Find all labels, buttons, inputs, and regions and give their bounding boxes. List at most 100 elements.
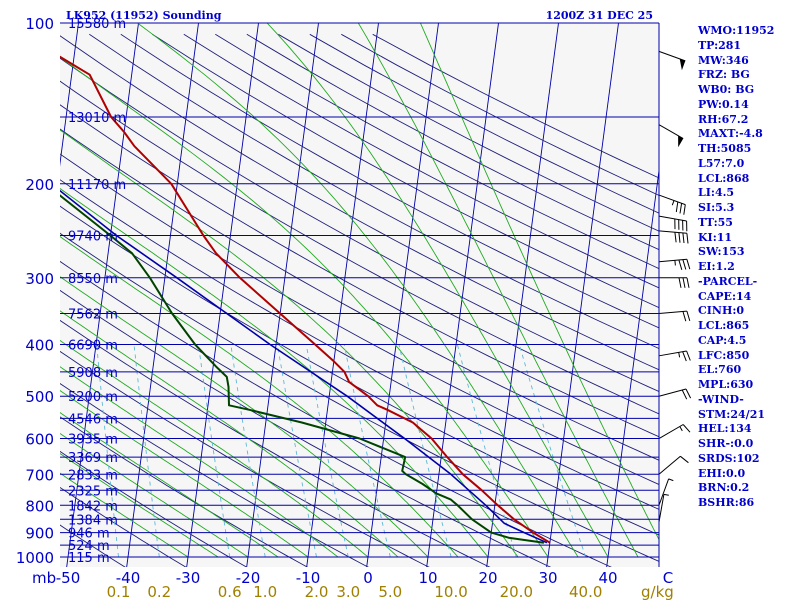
isotherm-line (126, 23, 199, 567)
wind-barb-half-flag (668, 478, 674, 482)
wind-barb (658, 230, 689, 244)
dry-adiabat-line (60, 319, 491, 567)
wind-barb (658, 277, 690, 288)
temperature-tick-label: 30 (538, 569, 557, 587)
wind-barb-staff (658, 258, 687, 263)
wind-barb-flag (678, 232, 681, 243)
dry-adiabat-lines (60, 33, 659, 567)
height-label: 1384 m (68, 513, 118, 528)
wind-barb-pennant (679, 58, 686, 71)
sounding-indices-panel: WMO:11952 TP:281 MW:346 FRZ: BG WB0: BG PW:0.… (698, 24, 798, 511)
wind-barb (658, 388, 692, 400)
sounding-index: LCL:865 (698, 319, 750, 332)
wind-barbs (658, 50, 692, 523)
parcel-curve (60, 189, 548, 544)
wind-barb (658, 493, 669, 523)
wind-barb (658, 424, 691, 439)
pressure-label: 300 (25, 270, 54, 288)
mixing-ratio-label: 0.6 (218, 583, 242, 600)
height-label: 2325 m (68, 484, 118, 499)
wind-barb-flag (686, 259, 691, 270)
sounding-index: CAPE:14 (698, 289, 752, 303)
isotherm-line (60, 23, 79, 167)
sounding-index: BSHR:86 (698, 496, 755, 509)
wind-barb-flag (678, 277, 682, 288)
sounding-index: TT:55 (698, 215, 733, 229)
mixing-ratio-label: 10.0 (434, 583, 467, 600)
dry-adiabat-line (120, 33, 659, 329)
dry-adiabat-line (60, 205, 659, 536)
sounding-index: MW:346 (698, 53, 749, 67)
sounding-index: TH:5085 (698, 142, 752, 155)
temperature-tick-label: 10 (418, 569, 437, 587)
wind-barb-flag (679, 203, 683, 214)
temperature-tick-label: -20 (236, 569, 261, 587)
wind-barb-staff (658, 424, 684, 439)
isotherm-line (546, 23, 619, 567)
dry-adiabat-line (89, 33, 659, 350)
wind-barb-flag (682, 277, 686, 288)
height-label: 4546 m (68, 412, 118, 427)
mixing-ratio-label: 5.0 (378, 583, 402, 600)
height-label: 1842 m (68, 499, 118, 514)
wind-barb-flag (686, 310, 691, 322)
sounding-profiles (60, 55, 551, 544)
sounding-index: KI:11 (698, 230, 733, 244)
dry-adiabat-line (60, 450, 248, 567)
pressure-label: 900 (25, 525, 54, 543)
dry-adiabat-line (60, 232, 659, 562)
height-label: 15580 m (68, 17, 126, 32)
mixing-ratio-unit: g/kg (641, 583, 674, 600)
wind-barb-staff (658, 350, 687, 357)
height-label: 524 m (68, 539, 110, 554)
dry-adiabat-line (60, 382, 369, 567)
temperature-tick-label: 40 (598, 569, 617, 587)
sounding-index: MAXT:-4.8 (698, 127, 763, 141)
wind-barb (658, 478, 674, 506)
wind-barb-flag (680, 455, 689, 464)
wind-barb-pennant (678, 135, 684, 148)
sounding-index: CINH:0 (698, 304, 745, 318)
station-title: LK952 (11952) Sounding (66, 9, 222, 22)
mixing-ratio-label: 0.2 (147, 583, 171, 600)
wind-barb-staff (658, 50, 686, 62)
sounding-index: FRZ: BG (698, 68, 750, 82)
dry-adiabat-line (60, 104, 659, 438)
wind-barb-staff (658, 478, 670, 506)
wind-barb-staff (658, 310, 687, 315)
mixing-ratio-label: 1.0 (253, 583, 277, 600)
sounding-index: SI:5.3 (698, 201, 735, 214)
sounding-index: HEL:134 (698, 422, 752, 436)
height-label: 3369 m (68, 451, 118, 466)
dewpoint-curve (60, 194, 545, 544)
sounding-index: EHI:0.0 (698, 466, 746, 480)
sounding-index: -PARCEL- (698, 274, 758, 288)
pressure-label: 200 (25, 176, 54, 194)
sounding-index: RH:67.2 (698, 112, 749, 126)
isotherm-line (426, 23, 499, 567)
isotherm-line (606, 167, 659, 567)
sounding-index: WMO:11952 (698, 24, 775, 37)
wind-barb-flag (686, 277, 690, 288)
wind-barb (658, 350, 691, 362)
sounding-index: LCL:868 (698, 171, 750, 185)
wind-barb-flag (674, 232, 677, 243)
dry-adiabat-line (246, 33, 659, 251)
dry-adiabat-line (60, 486, 187, 567)
dry-adiabat-line (183, 33, 659, 289)
pressure-label: 100 (25, 15, 54, 33)
dry-adiabat-line (60, 35, 659, 371)
wind-barb-half-flag (679, 426, 683, 432)
wind-barb-flag (682, 232, 685, 244)
height-label: 7562 m (68, 308, 118, 323)
isobar-lines (60, 22, 659, 558)
wind-barb-half-flag (671, 200, 675, 206)
sounding-index: LFC:850 (698, 348, 750, 362)
wind-barb-staff (658, 494, 665, 523)
wind-barb-flag (682, 351, 687, 362)
dry-adiabat-line (60, 153, 659, 485)
sounding-index: PW:0.14 (698, 97, 749, 111)
sounding-index: BRN:0.2 (698, 481, 750, 495)
sounding-index: CAP:4.5 (698, 333, 747, 347)
